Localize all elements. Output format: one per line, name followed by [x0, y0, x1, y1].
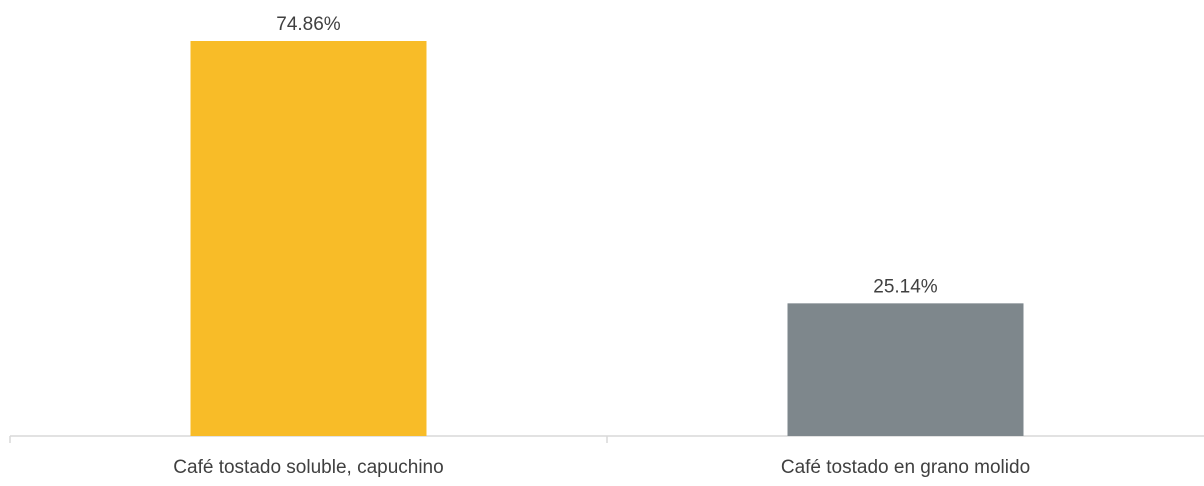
bar-2 [787, 303, 1024, 436]
bar-series [190, 41, 1024, 436]
category-label-1: Café tostado soluble, capuchino [173, 457, 443, 478]
data-label-1: 74.86% [276, 14, 341, 35]
data-labels: 74.86% 25.14% [276, 14, 938, 297]
x-axis-ticks [9, 436, 608, 443]
category-labels: Café tostado soluble, capuchino Café tost… [173, 457, 1030, 478]
bar-1 [190, 41, 427, 436]
data-label-2: 25.14% [873, 276, 938, 297]
category-label-2: Café tostado en grano molido [781, 457, 1030, 478]
